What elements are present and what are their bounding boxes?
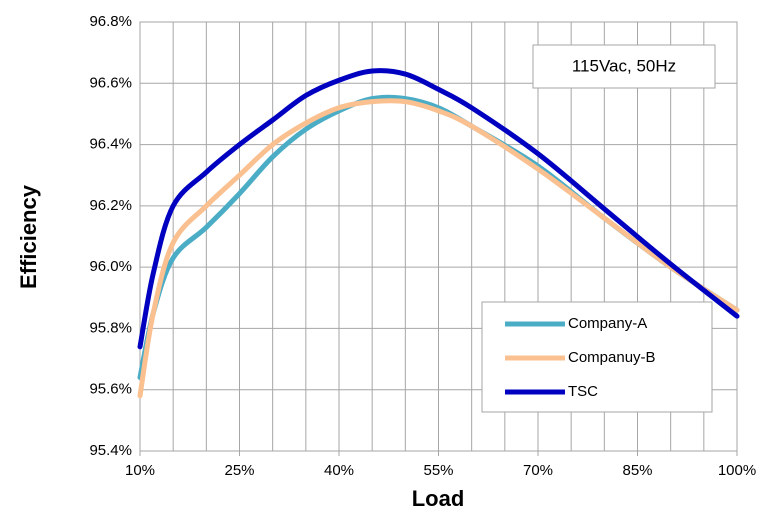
x-tick-label: 55% — [423, 462, 453, 479]
x-tick-label: 70% — [523, 462, 553, 479]
y-tick-label: 96.2% — [89, 197, 132, 214]
legend-label: Companuy-B — [568, 349, 656, 366]
y-tick-label: 95.8% — [89, 319, 132, 336]
y-axis-title: Efficiency — [16, 184, 41, 289]
y-tick-label: 96.0% — [89, 258, 132, 275]
legend-label: Company-A — [568, 315, 647, 332]
y-tick-label: 95.6% — [89, 381, 132, 398]
chart: Load Efficiency 95.4% 95.6% 95.8% 96.0% 96.2… — [0, 0, 760, 514]
x-tick-label: 10% — [125, 462, 155, 479]
x-tick-label: 85% — [622, 462, 652, 479]
y-tick-label: 95.4% — [89, 442, 132, 459]
annotation: 115Vac, 50Hz — [572, 56, 676, 75]
y-tick-label: 96.8% — [89, 13, 132, 30]
y-tick-label: 96.6% — [89, 74, 132, 91]
x-axis-title: Load — [412, 486, 465, 511]
legend-label: TSC — [568, 383, 598, 400]
y-tick-label: 96.4% — [89, 136, 132, 153]
x-tick-label: 25% — [224, 462, 254, 479]
x-tick-label: 40% — [324, 462, 354, 479]
x-tick-label: 100% — [718, 462, 756, 479]
